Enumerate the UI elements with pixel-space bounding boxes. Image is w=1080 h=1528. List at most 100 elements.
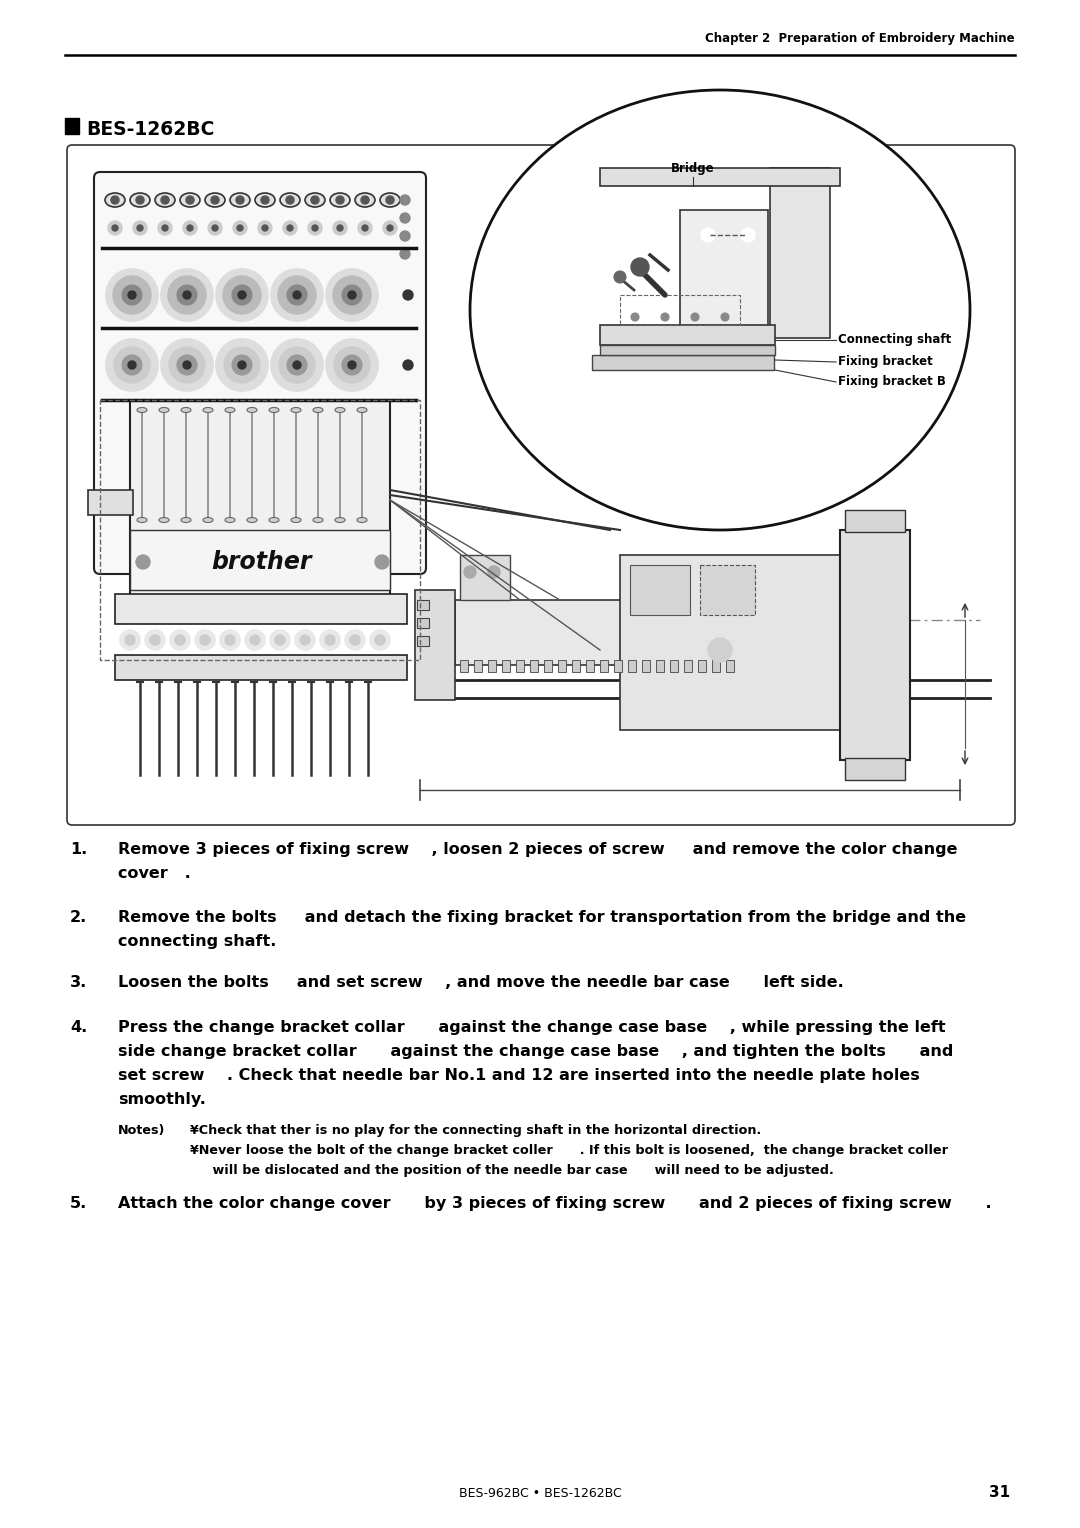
Circle shape — [114, 347, 150, 384]
Circle shape — [287, 225, 293, 231]
Bar — [620, 295, 740, 325]
Bar — [627, 660, 636, 672]
Text: 5.: 5. — [70, 1196, 87, 1212]
Ellipse shape — [230, 193, 249, 206]
Circle shape — [161, 269, 213, 321]
Circle shape — [175, 636, 185, 645]
Circle shape — [333, 222, 347, 235]
Circle shape — [403, 361, 413, 370]
Circle shape — [133, 222, 147, 235]
Circle shape — [122, 354, 141, 374]
Circle shape — [183, 361, 191, 368]
Text: Notes): Notes) — [118, 1125, 165, 1137]
Text: Fixing bracket B: Fixing bracket B — [838, 376, 946, 388]
Circle shape — [136, 196, 144, 205]
Bar — [488, 660, 496, 672]
Circle shape — [615, 270, 626, 283]
Bar — [600, 345, 775, 354]
Text: set screw    . Check that needle bar No.1 and 12 are inserted into the needle pl: set screw . Check that needle bar No.1 a… — [118, 1068, 920, 1083]
Circle shape — [375, 636, 384, 645]
Circle shape — [333, 277, 372, 313]
Bar — [130, 530, 390, 590]
Circle shape — [106, 339, 158, 391]
Bar — [417, 617, 429, 628]
Bar — [586, 660, 594, 672]
Ellipse shape — [255, 193, 275, 206]
Circle shape — [350, 636, 360, 645]
Ellipse shape — [357, 518, 367, 523]
Circle shape — [125, 636, 135, 645]
Circle shape — [170, 630, 190, 649]
Circle shape — [342, 286, 362, 306]
Ellipse shape — [313, 408, 323, 413]
FancyBboxPatch shape — [67, 145, 1015, 825]
Circle shape — [183, 222, 197, 235]
Bar — [530, 660, 538, 672]
Ellipse shape — [156, 193, 175, 206]
Circle shape — [387, 225, 393, 231]
Circle shape — [162, 225, 168, 231]
Bar — [642, 660, 650, 672]
Ellipse shape — [380, 193, 400, 206]
Circle shape — [225, 636, 235, 645]
Circle shape — [311, 196, 319, 205]
Bar — [114, 594, 407, 623]
Bar — [460, 660, 468, 672]
Circle shape — [258, 222, 272, 235]
Ellipse shape — [180, 193, 200, 206]
Ellipse shape — [313, 518, 323, 523]
Ellipse shape — [181, 518, 191, 523]
Bar — [502, 660, 510, 672]
Bar — [415, 590, 455, 700]
Circle shape — [383, 222, 397, 235]
Text: Connecting shaft: Connecting shaft — [838, 333, 951, 347]
Circle shape — [232, 286, 252, 306]
Circle shape — [287, 286, 307, 306]
Circle shape — [708, 639, 732, 662]
Ellipse shape — [357, 408, 367, 413]
Circle shape — [370, 630, 390, 649]
Circle shape — [136, 555, 150, 568]
Bar — [130, 400, 390, 610]
Text: will be dislocated and the position of the needle bar case      will need to be : will be dislocated and the position of t… — [190, 1164, 834, 1177]
Circle shape — [286, 196, 294, 205]
Text: Chapter 2  Preparation of Embroidery Machine: Chapter 2 Preparation of Embroidery Mach… — [705, 32, 1015, 44]
Text: Remove 3 pieces of fixing screw    , loosen 2 pieces of screw     and remove the: Remove 3 pieces of fixing screw , loosen… — [118, 842, 958, 857]
Ellipse shape — [137, 408, 147, 413]
Circle shape — [238, 290, 246, 299]
Text: Loosen the bolts     and set screw    , and move the needle bar case      left s: Loosen the bolts and set screw , and mov… — [118, 975, 843, 990]
Bar — [460, 555, 510, 601]
Circle shape — [741, 228, 755, 241]
Circle shape — [224, 347, 260, 384]
Circle shape — [195, 630, 215, 649]
Circle shape — [261, 196, 269, 205]
Ellipse shape — [280, 193, 300, 206]
Ellipse shape — [181, 408, 191, 413]
Circle shape — [325, 636, 335, 645]
Circle shape — [357, 222, 372, 235]
Circle shape — [308, 222, 322, 235]
Circle shape — [145, 630, 165, 649]
Bar — [700, 565, 755, 614]
Bar — [840, 530, 910, 759]
Ellipse shape — [205, 193, 225, 206]
Circle shape — [293, 290, 301, 299]
Circle shape — [631, 258, 649, 277]
Circle shape — [120, 630, 140, 649]
Circle shape — [336, 196, 345, 205]
Circle shape — [464, 565, 476, 578]
Ellipse shape — [137, 518, 147, 523]
Bar — [114, 656, 407, 680]
Circle shape — [488, 565, 500, 578]
Circle shape — [129, 290, 136, 299]
Circle shape — [129, 361, 136, 368]
Circle shape — [249, 636, 260, 645]
Circle shape — [400, 231, 410, 241]
Circle shape — [222, 277, 261, 313]
Text: Fixing bracket: Fixing bracket — [838, 356, 933, 368]
Circle shape — [375, 555, 389, 568]
Bar — [474, 660, 482, 672]
Circle shape — [232, 354, 252, 374]
Bar — [65, 118, 79, 134]
Bar — [845, 758, 905, 779]
